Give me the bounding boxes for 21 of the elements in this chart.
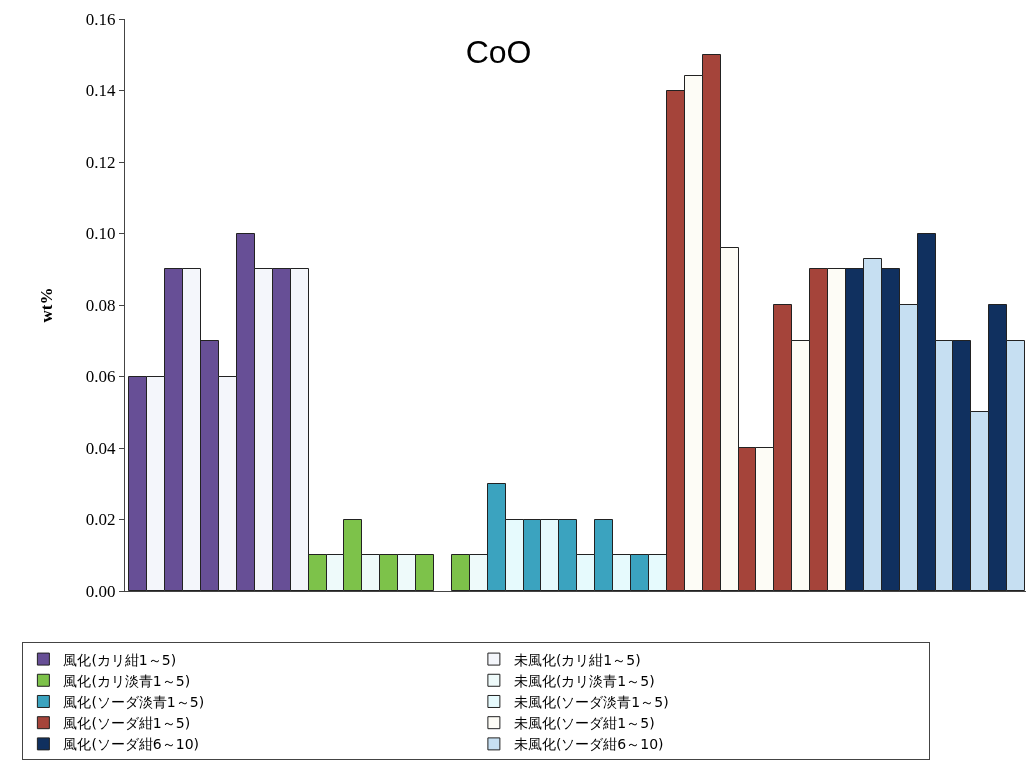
legend-label: 未風化(ソーダ紺6～10) [513, 736, 664, 753]
y-tick-label: 0.02 [85, 510, 116, 530]
text: CoO [465, 34, 532, 71]
legend-label: 風化(ソーダ紺6～10) [63, 736, 200, 753]
y-tick-label: 0.12 [85, 152, 116, 172]
y-tick-label: 0.16 [85, 9, 116, 29]
y-tick-label: 0.08 [85, 295, 116, 315]
y-axis-title: wt% [37, 287, 57, 323]
y-tick-label: 0.10 [85, 224, 116, 244]
legend-label: 風化(カリ紺1～5) [63, 651, 177, 668]
legend-label: 未風化(カリ紺1～5) [513, 651, 641, 668]
y-tick-label: 0.00 [85, 581, 116, 601]
legend-label: 風化(カリ淡青1～5) [63, 672, 191, 689]
legend-label: 未風化(ソーダ紺1～5) [513, 715, 655, 732]
legend-label: 未風化(カリ淡青1～5) [513, 672, 655, 689]
legend-label: 風化(ソーダ紺1～5) [63, 715, 191, 732]
y-tick-label: 0.06 [85, 367, 116, 387]
y-tick-label: 0.04 [85, 438, 117, 458]
legend-label: 風化(ソーダ淡青1～5) [63, 693, 205, 710]
y-tick-label: 0.14 [85, 81, 117, 101]
legend-label: 未風化(ソーダ淡青1～5) [513, 693, 669, 710]
